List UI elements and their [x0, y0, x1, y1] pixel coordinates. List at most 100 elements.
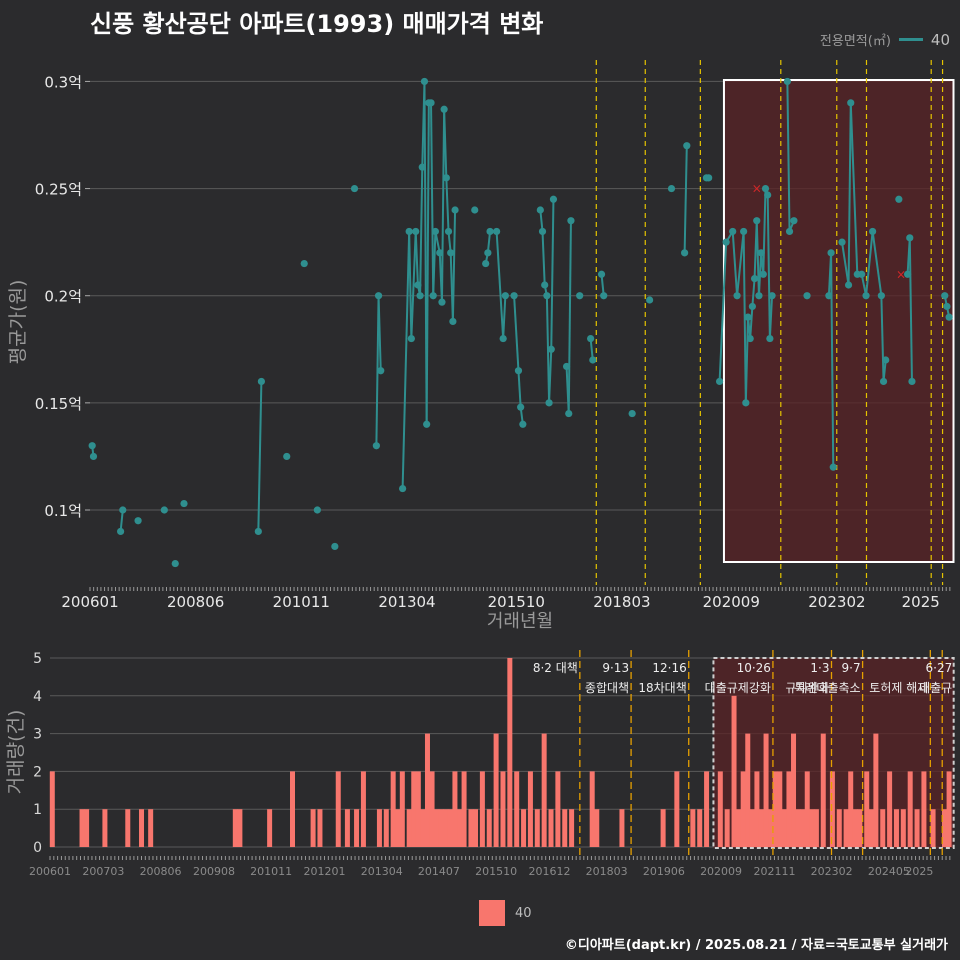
price-segment — [744, 317, 750, 403]
price-point — [882, 356, 890, 364]
price-segment — [445, 177, 450, 232]
volume-bar — [49, 771, 55, 847]
price-point — [759, 270, 767, 278]
volume-bar — [724, 809, 730, 847]
y-tick-label: 0.1억 — [44, 502, 82, 520]
chart-title: 신풍 황산공단 아파트(1993) 매매가격 변화 — [90, 10, 544, 38]
legend-value: 40 — [930, 30, 950, 49]
volume-bar — [443, 809, 449, 847]
legend-bar-value: 40 — [515, 905, 532, 921]
price-point — [740, 227, 748, 236]
volume-bar — [864, 771, 870, 847]
price-point — [895, 195, 903, 203]
price-point — [681, 249, 689, 257]
policy-annotation-date: 9·13 — [602, 661, 629, 675]
legend-bar-swatch — [479, 900, 505, 926]
volume-bar — [674, 771, 680, 847]
price-point — [536, 206, 544, 214]
price-point — [407, 334, 415, 343]
price-point — [597, 270, 606, 278]
highlight-region — [722, 79, 955, 563]
price-point — [903, 270, 912, 278]
volume-bar — [914, 809, 920, 847]
price-point — [746, 334, 754, 343]
x-tick-label: 201612 — [528, 865, 570, 878]
price-point — [750, 274, 759, 283]
volume-chart: 0 1 2 3 4 5 8·2 대책 9·13 종합대책 12·16 18차대책 10·26 대출규제강… — [5, 650, 955, 878]
volume-bar — [848, 771, 854, 847]
volume-bar — [521, 809, 527, 847]
price-legend: 전용면적(㎡) 40 — [820, 30, 950, 50]
volume-bar — [534, 809, 540, 847]
price-point — [440, 105, 448, 113]
volume-bar — [344, 809, 350, 847]
price-point — [420, 77, 429, 86]
price-segment — [841, 241, 850, 286]
price-point — [493, 227, 501, 236]
x-tick-label: 201510 — [475, 865, 517, 878]
x-tick-label: 201906 — [643, 865, 685, 878]
price-point — [628, 409, 636, 418]
price-point — [543, 292, 551, 300]
price-point — [565, 409, 573, 418]
volume-bar — [514, 771, 520, 847]
volume-bar — [479, 771, 485, 847]
price-point — [88, 442, 96, 450]
price-segment — [419, 167, 424, 296]
y-tick-label: 1 — [33, 802, 42, 818]
price-point — [667, 184, 676, 193]
x-tick-label: 202302 — [811, 865, 853, 878]
price-point — [908, 377, 916, 386]
volume-bar — [930, 809, 936, 847]
price-segment — [377, 295, 382, 371]
price-segment — [408, 231, 413, 339]
x-tick-label: 202009 — [700, 865, 742, 878]
price-point — [906, 234, 914, 242]
volume-bar — [843, 809, 849, 847]
x-tick-label: 202009 — [703, 593, 760, 611]
x-tick-label: 200601 — [29, 865, 71, 878]
volume-bar — [749, 809, 755, 847]
price-point — [418, 163, 426, 171]
price-point — [89, 452, 98, 461]
volume-legend: 40 — [479, 900, 532, 926]
volume-bar — [468, 809, 474, 847]
x-tick-label: 201510 — [488, 593, 545, 611]
price-point — [722, 238, 730, 246]
y-tick-label: 0.15억 — [35, 395, 82, 413]
price-point — [838, 238, 846, 246]
price-segment — [847, 102, 852, 286]
price-point — [449, 317, 457, 326]
price-point — [254, 527, 262, 536]
volume-bar — [731, 695, 737, 847]
volume-bar — [736, 809, 742, 847]
volume-bar — [562, 809, 568, 847]
volume-bar — [148, 809, 154, 847]
volume-bar — [660, 809, 666, 847]
price-point — [484, 249, 492, 257]
policy-annotation-name: 토허제 해제 — [869, 681, 928, 695]
price-point — [412, 227, 420, 236]
x-tick-label: 201803 — [593, 593, 650, 611]
y-tick-label: 3 — [33, 727, 42, 743]
price-point — [825, 292, 833, 300]
volume-bar — [763, 733, 769, 847]
policy-annotation-name: 종합대책 — [585, 680, 629, 695]
price-point — [877, 292, 885, 300]
price-segment — [718, 242, 728, 382]
price-point — [510, 292, 518, 300]
price-point — [423, 420, 431, 428]
volume-bar — [942, 809, 948, 847]
price-point — [431, 227, 439, 236]
volume-bar — [740, 771, 746, 847]
price-point — [482, 259, 490, 268]
volume-bar — [820, 733, 826, 847]
price-point — [547, 345, 555, 353]
volume-bar — [395, 809, 401, 847]
volume-bar — [857, 809, 863, 847]
price-point — [705, 174, 713, 182]
price-point — [733, 292, 741, 300]
price-segment — [755, 220, 760, 296]
policy-annotation-name: 특례대출축소 — [794, 681, 860, 695]
price-point — [377, 367, 385, 375]
